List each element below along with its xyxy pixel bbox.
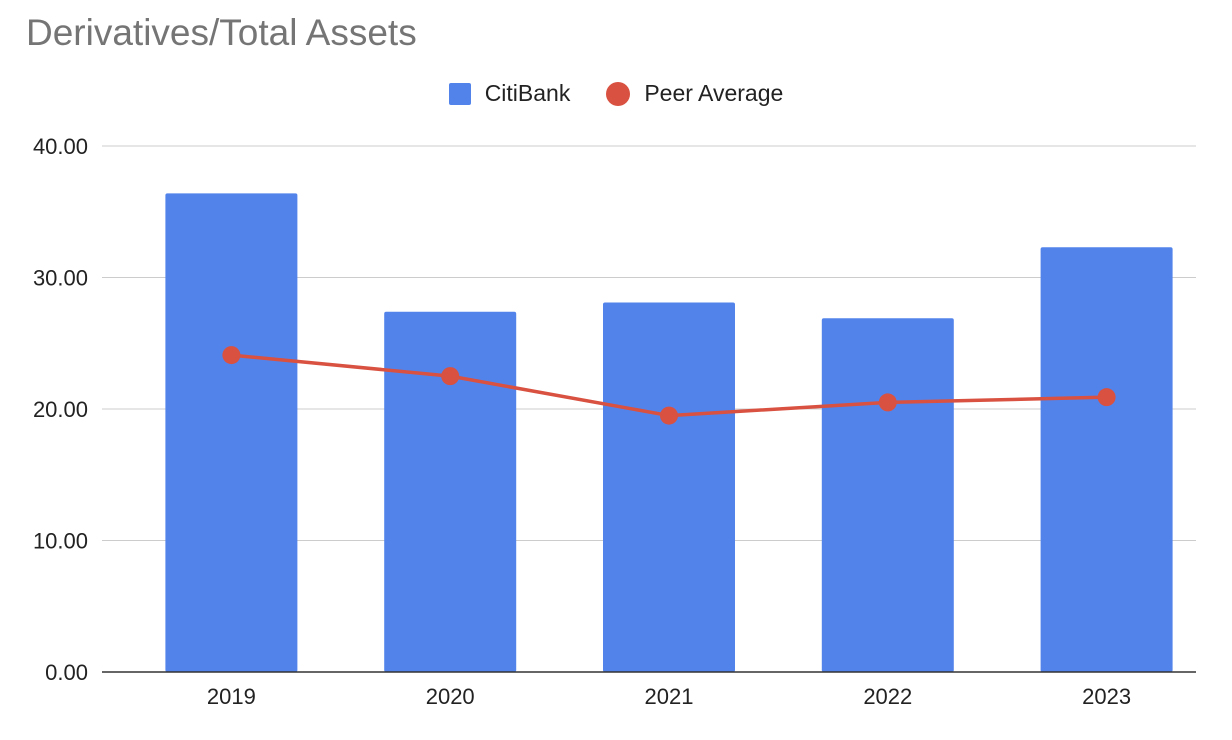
legend-label-peer-average: Peer Average — [644, 80, 784, 106]
y-tick-label: 0.00 — [45, 660, 88, 685]
bar-2021 — [603, 302, 735, 672]
y-tick-label: 30.00 — [33, 266, 88, 291]
legend-swatch-peer-average — [606, 81, 631, 106]
bar-series — [165, 193, 1173, 672]
legend-label-citibank: CitiBank — [484, 80, 571, 106]
x-axis-ticks: 2019 2020 2021 2022 2023 — [207, 684, 1131, 709]
legend: CitiBank Peer Average — [0, 80, 1232, 107]
peer-average-point-2022 — [878, 393, 897, 412]
y-tick-label: 20.00 — [33, 397, 88, 422]
legend-item-citibank[interactable]: CitiBank — [448, 80, 571, 107]
x-tick-label: 2019 — [207, 684, 256, 709]
legend-item-peer-average[interactable]: Peer Average — [606, 80, 783, 107]
peer-average-point-2023 — [1097, 388, 1116, 407]
bar-2022 — [821, 318, 954, 672]
x-tick-label: 2021 — [645, 684, 694, 709]
peer-average-point-2019 — [222, 346, 241, 365]
legend-swatch-citibank — [448, 82, 471, 105]
peer-average-point-2021 — [660, 406, 678, 425]
bar-2020 — [384, 311, 517, 672]
y-tick-label: 10.00 — [33, 529, 88, 554]
x-tick-label: 2020 — [426, 684, 475, 709]
chart-title: Derivatives/Total Assets — [26, 12, 417, 53]
x-tick-label: 2023 — [1082, 684, 1131, 709]
line-series — [222, 346, 1116, 425]
y-tick-label: 40.00 — [33, 134, 88, 159]
bar-2023 — [1040, 247, 1173, 672]
x-tick-label: 2022 — [863, 684, 912, 709]
peer-average-point-2020 — [441, 367, 460, 386]
y-axis-ticks: 0.00 10.00 20.00 30.00 40.00 — [33, 134, 88, 685]
bar-2019 — [165, 193, 298, 672]
